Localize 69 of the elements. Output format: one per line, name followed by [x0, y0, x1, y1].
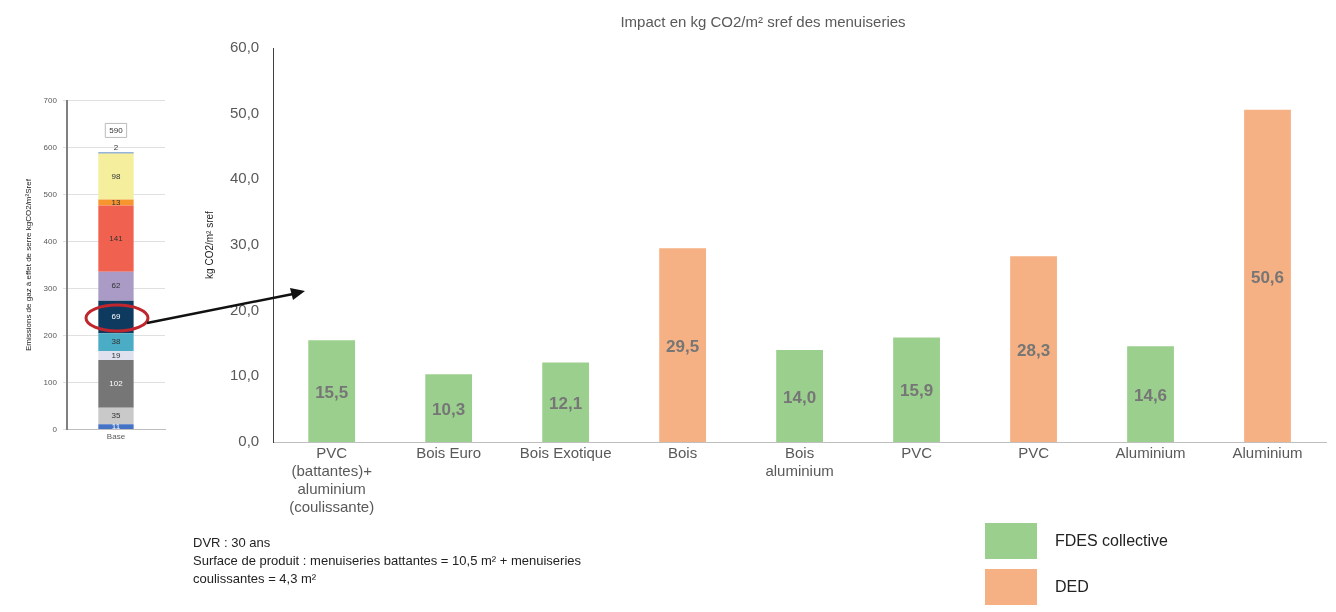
bar — [776, 350, 823, 442]
bar — [98, 153, 134, 200]
bar — [542, 362, 590, 442]
data-label: 29,5 — [666, 336, 700, 356]
x-tick-label: Base — [106, 432, 126, 442]
y-tick-label: 700 — [43, 96, 58, 105]
x-tick-label: Bois — [668, 444, 698, 462]
data-label: 102 — [109, 379, 124, 389]
y-axis-title: Emissions de gaz à effet de serre kgCO2/m²Sref — [24, 178, 33, 352]
y-tick-label: 100 — [43, 377, 58, 387]
bar — [425, 374, 473, 442]
data-label: 38 — [111, 337, 121, 347]
bar — [1010, 256, 1057, 442]
bar — [98, 359, 134, 408]
data-label: 141 — [109, 233, 124, 243]
y-tick-label: 400 — [43, 236, 58, 246]
text: Surface de produit : menuiseries battantes = 10,5 m² + menuiseries coulissantes = 4,3 m² — [193, 552, 583, 588]
bar — [98, 407, 134, 425]
y-tick-label: 500 — [43, 189, 58, 199]
bar — [308, 340, 356, 442]
y-tick-label: 600 — [43, 142, 58, 152]
y-axis-title: kg CO2/m² sref — [203, 210, 215, 279]
x-tick-label: Aluminium — [1115, 444, 1186, 462]
data-label: 14,0 — [783, 387, 817, 407]
text: DVR : 30 ans — [193, 534, 272, 552]
legend-label: DED — [1055, 578, 1089, 596]
bar — [98, 424, 134, 429]
data-label: 13 — [111, 197, 121, 207]
y-tick-label: 0 — [52, 424, 58, 434]
y-tick-label: 300 — [43, 283, 58, 293]
bar — [1244, 109, 1291, 442]
data-label: 69 — [111, 312, 121, 322]
y-tick-label: 10,0 — [229, 366, 260, 384]
x-tick-label: Aluminium — [1232, 444, 1303, 462]
data-label: 50,6 — [1250, 267, 1285, 287]
bar — [659, 248, 707, 442]
bar — [98, 333, 134, 352]
data-label: 28,3 — [1017, 340, 1051, 360]
x-tick-label: Bois aluminium — [765, 444, 834, 480]
y-tick-label: 200 — [43, 330, 58, 340]
bar — [98, 271, 134, 301]
data-label: 11 — [111, 421, 121, 431]
data-label: 98 — [111, 171, 121, 181]
data-label: 62 — [111, 281, 121, 291]
y-tick-label: 50,0 — [229, 103, 260, 121]
y-tick-label: 30,0 — [229, 235, 260, 253]
bar — [1127, 346, 1174, 442]
data-label: 2 — [113, 142, 119, 152]
data-label: 15,5 — [315, 382, 349, 402]
data-label: 35 — [111, 411, 121, 421]
bar — [98, 351, 134, 360]
data-label: 19 — [111, 350, 121, 360]
chart-title: Impact en kg CO2/m² sref des menuiseries — [620, 13, 906, 31]
total-label: 590 — [109, 125, 124, 135]
x-tick-label: PVC (battantes)+ aluminium (coulissante) — [289, 444, 375, 516]
x-tick-label: Bois Euro — [416, 444, 482, 462]
y-tick-label: 0,0 — [238, 432, 260, 450]
x-tick-label: PVC — [901, 444, 933, 462]
data-label: 14,6 — [1133, 385, 1168, 405]
y-tick-label: 40,0 — [229, 169, 260, 187]
x-tick-label: Bois Exotique — [519, 444, 612, 462]
legend-label: FDES collective — [1055, 532, 1168, 550]
bar — [893, 337, 940, 442]
y-tick-label: 60,0 — [229, 38, 260, 56]
bar — [98, 205, 134, 272]
data-label: 15,9 — [900, 381, 934, 401]
x-tick-label: PVC — [1018, 444, 1050, 462]
data-label: 12,1 — [549, 393, 583, 413]
data-label: 10,3 — [432, 399, 466, 419]
